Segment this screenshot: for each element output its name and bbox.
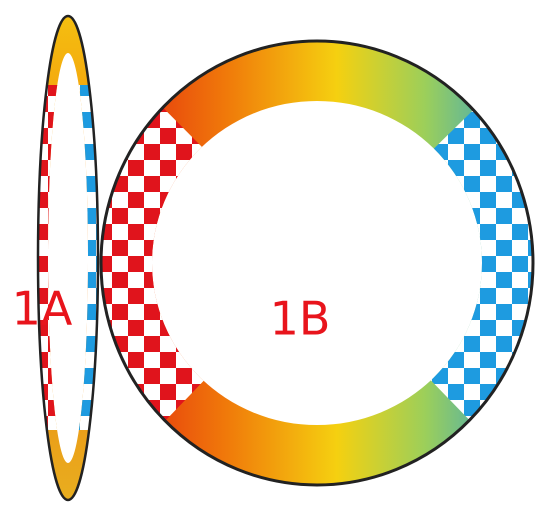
- ring-label: 1B: [270, 292, 331, 346]
- red-checker: [38, 85, 68, 430]
- ring-outline: [36, 14, 100, 502]
- ring-1a: [36, 14, 100, 502]
- ring-outline: [99, 39, 535, 487]
- ring-label: 1A: [12, 282, 73, 336]
